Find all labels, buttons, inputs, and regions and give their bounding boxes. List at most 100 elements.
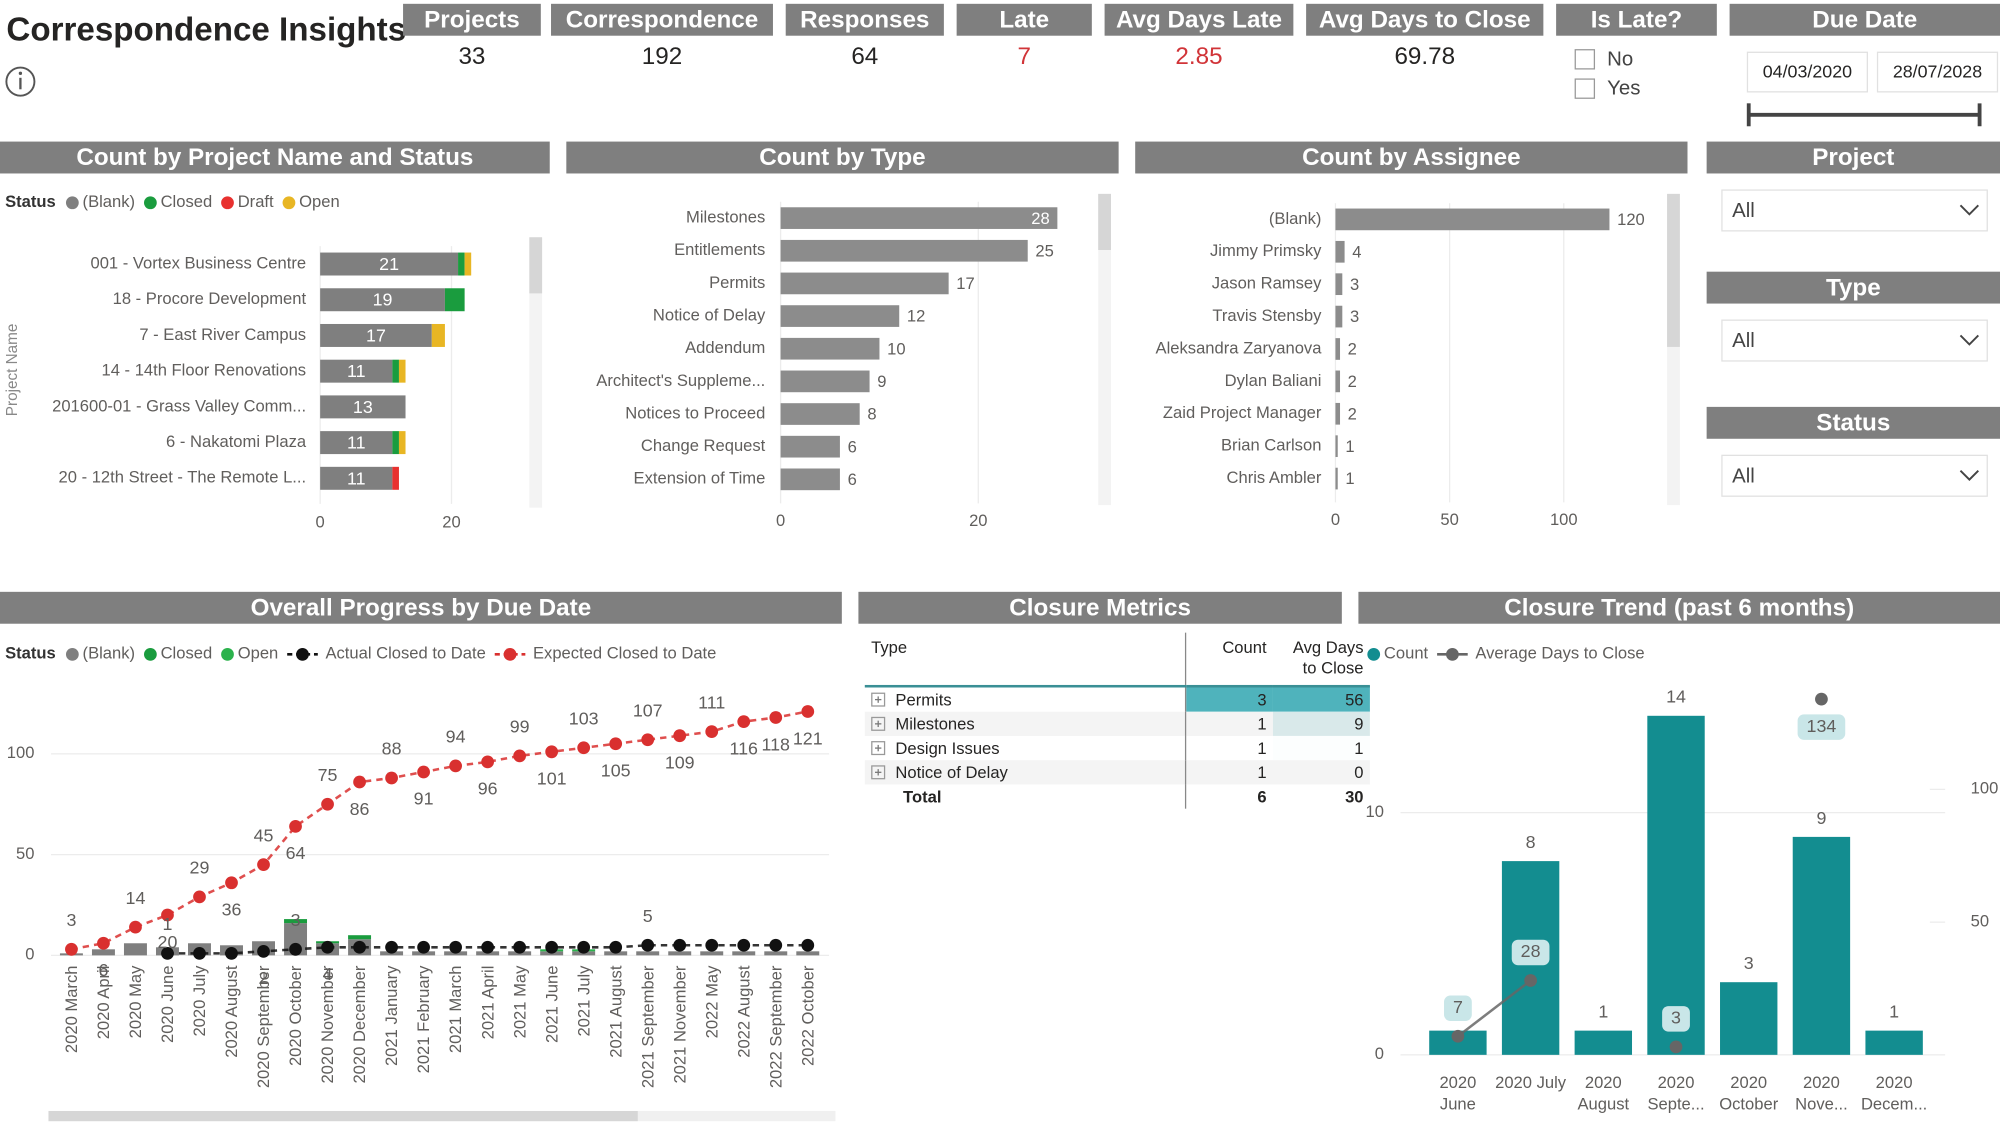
table-cell: Milestones (864, 711, 1187, 736)
data-label: 25 (1035, 241, 1053, 260)
legend-marker (144, 647, 157, 661)
legend-label: Closed (161, 644, 213, 663)
x-tick-label: 2020 June (158, 966, 177, 1043)
bar (780, 468, 840, 491)
bar (1335, 338, 1341, 360)
line-marker (289, 942, 302, 956)
scrollbar-thumb[interactable] (1667, 193, 1680, 347)
section-title: Avg Days to Close (1319, 6, 1531, 33)
section-header (1306, 3, 1544, 36)
date-input[interactable] (1746, 51, 1868, 93)
section-header (1135, 141, 1688, 174)
data-label: 118 (762, 734, 791, 754)
y-tick-label: 201600-01 - Grass Valley Comm... (52, 396, 306, 415)
line-marker (705, 725, 719, 739)
section-title: Overall Progress by Due Date (251, 594, 592, 621)
data-label: 3 (1350, 275, 1359, 294)
line-marker (257, 858, 270, 872)
column-header: Type (864, 632, 1187, 688)
x-tick-label: 0 (776, 511, 785, 530)
expand-icon[interactable] (871, 765, 886, 780)
data-label: 120 (1617, 210, 1645, 229)
expand-icon[interactable] (871, 692, 886, 707)
section-header (1706, 271, 2000, 304)
bar-segment (1574, 1030, 1633, 1055)
bar-segment (1792, 836, 1851, 1055)
scrollbar-thumb[interactable] (48, 1110, 638, 1122)
bar (780, 207, 1058, 229)
legend-label: Draft (238, 192, 274, 211)
data-label: 86 (350, 799, 370, 819)
data-label: 20 (158, 932, 178, 952)
table-row: Notice of Delay 1 0 (864, 760, 1370, 785)
dashboard-title: Correspondence Insights (6, 12, 406, 49)
x-tick-label: 2020 June (1439, 1072, 1477, 1114)
data-label: 19 (373, 290, 393, 310)
y-tick-label: Aleksandra Zaryanova (1156, 338, 1323, 357)
section-title: Type (1826, 274, 1881, 301)
kpi-value: 7 (1017, 43, 1030, 70)
dropdown[interactable] (1721, 319, 1988, 362)
total-cell: 6 (1257, 786, 1267, 807)
table-cell: Design Issues (864, 735, 1187, 761)
section-title: Status (1816, 410, 1890, 437)
bar (1335, 370, 1341, 393)
expand-icon[interactable] (871, 716, 886, 731)
table-header: Type Count Avg Days to Close (864, 632, 1370, 688)
line-marker (513, 749, 527, 763)
info-icon[interactable] (5, 66, 36, 97)
date-input[interactable] (1876, 51, 1999, 93)
bar-segment (464, 252, 472, 276)
scrollbar-thumb[interactable] (529, 237, 543, 294)
dropdown[interactable] (1721, 454, 1988, 497)
legend-marker (282, 196, 296, 210)
bar (780, 370, 870, 393)
y-tick-label: Permits (709, 273, 765, 292)
y-tick-label: 18 - Procore Development (113, 289, 307, 308)
line-marker (225, 876, 238, 890)
data-label: 12 (907, 307, 925, 326)
x-tick-label: 2020 September (254, 965, 273, 1088)
line-marker (321, 797, 334, 811)
y-tick-label: Milestones (686, 207, 765, 226)
x-tick-label: 2021 June (542, 966, 561, 1043)
data-label: 75 (318, 765, 338, 785)
y-tick-label: 10 (1365, 802, 1383, 821)
checkbox[interactable] (1574, 78, 1596, 99)
total-cell: Total (864, 784, 1187, 809)
x-tick-label: 2021 November (670, 965, 689, 1083)
section-title: Closure Trend (past 6 months) (1504, 594, 1854, 621)
section-title: Responses (800, 6, 929, 33)
kpi-value: 192 (642, 43, 682, 70)
bar (1335, 273, 1343, 296)
y-tick-label: 0 (25, 945, 34, 964)
checkbox[interactable] (1574, 49, 1596, 70)
section-header (1706, 141, 2000, 174)
line-marker (385, 940, 398, 954)
data-label: 9 (877, 372, 886, 391)
line-marker (737, 715, 751, 728)
table-row: Permits 3 56 (864, 686, 1370, 712)
row-label: Design Issues (895, 738, 1000, 758)
data-label: 36 (222, 900, 242, 920)
bar-segment (444, 288, 465, 312)
scrollbar-track (1098, 193, 1111, 506)
scrollbar-thumb[interactable] (1098, 193, 1111, 250)
kpi-value: 64 (851, 43, 878, 70)
x-tick-label: 20 (969, 511, 987, 530)
dropdown[interactable] (1721, 189, 1988, 232)
dropdown-value: All (1732, 200, 1755, 222)
section-title: Correspondence (566, 6, 758, 33)
data-label: 28 (1031, 209, 1049, 228)
data-label: 2 (1348, 404, 1357, 423)
line-marker (417, 940, 430, 954)
checkbox-label: Yes (1607, 78, 1640, 100)
line-marker (673, 729, 687, 743)
bar-segment (636, 951, 660, 956)
line-marker (673, 938, 687, 952)
line-marker (257, 944, 270, 958)
expand-icon[interactable] (871, 741, 886, 756)
bar-segment (123, 943, 147, 956)
x-tick-label: 2020 August (1577, 1072, 1630, 1114)
dropdown-chevron (1959, 469, 1979, 481)
